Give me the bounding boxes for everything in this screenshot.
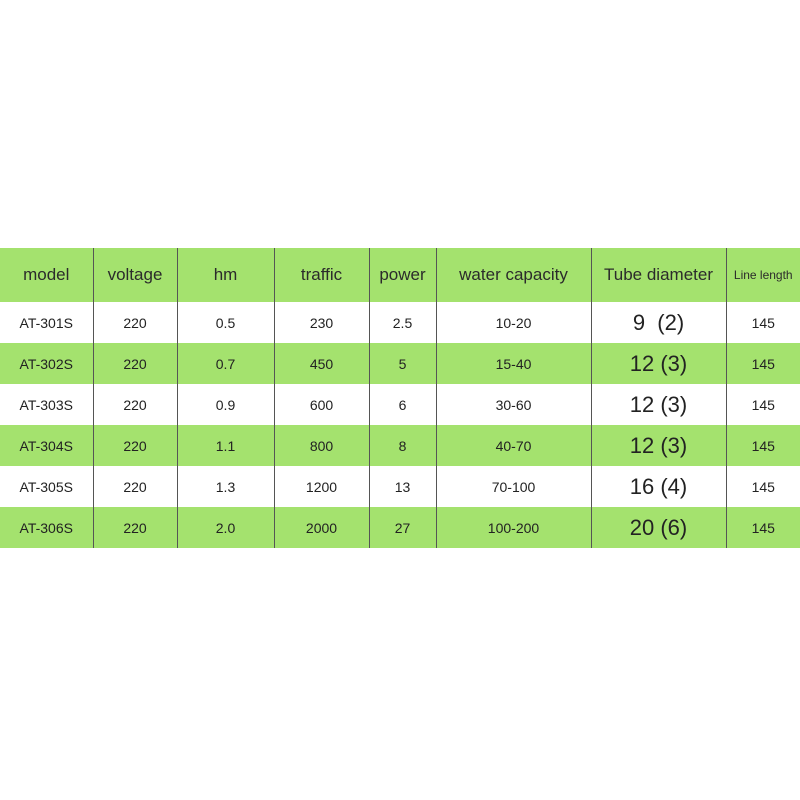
cell-power: 27 <box>368 507 436 548</box>
cell-power: 2.5 <box>368 302 436 343</box>
header-tube-diameter: Tube diameter <box>590 248 726 302</box>
cell-model: AT-304S <box>19 437 73 454</box>
cell-hm: 0.5 <box>176 302 274 343</box>
cell-traffic: 450 <box>273 343 369 384</box>
cell-water-capacity: 15-40 <box>435 343 591 384</box>
cell-model: AT-303S <box>19 396 73 413</box>
cell-water-capacity: 30-60 <box>435 384 591 425</box>
cell-model: AT-306S <box>19 519 73 536</box>
cell-line-length: 145 <box>725 384 800 425</box>
cell-tube-diameter: 12 (3) <box>590 425 726 466</box>
cell-model: AT-302S <box>19 355 73 372</box>
cell-water-capacity: 70-100 <box>435 466 591 507</box>
cell-power: 6 <box>368 384 436 425</box>
cell-voltage: 220 <box>92 343 177 384</box>
header-power: power <box>368 248 436 302</box>
cell-voltage: 220 <box>92 425 177 466</box>
cell-power: 8 <box>368 425 436 466</box>
table-row: AT-303S 220 0.9 600 6 30-60 12 (3) 145 <box>0 384 800 425</box>
table-row: AT-305S 220 1.3 1200 13 70-100 16 (4) 145 <box>0 466 800 507</box>
cell-voltage: 220 <box>92 507 177 548</box>
header-hm: hm <box>176 248 274 302</box>
cell-traffic: 230 <box>273 302 369 343</box>
cell-tube-diameter: 9 (2) <box>590 302 726 343</box>
cell-power: 13 <box>368 466 436 507</box>
table-row: AT-301S 220 0.5 230 2.5 10-20 9 (2) 145 <box>0 302 800 343</box>
cell-model: AT-305S <box>19 478 73 495</box>
cell-hm: 0.7 <box>176 343 274 384</box>
cell-traffic: 2000 <box>273 507 369 548</box>
cell-traffic: 600 <box>273 384 369 425</box>
header-water-capacity: water capacity <box>435 248 591 302</box>
table-row: AT-306S 220 2.0 2000 27 100-200 20 (6) 145 <box>0 507 800 548</box>
cell-line-length: 145 <box>725 425 800 466</box>
cell-model: AT-301S <box>19 314 73 331</box>
cell-traffic: 800 <box>273 425 369 466</box>
cell-line-length: 145 <box>725 507 800 548</box>
cell-hm: 2.0 <box>176 507 274 548</box>
spec-table: model voltage hm traffic power water capacity… <box>0 248 800 548</box>
cell-line-length: 145 <box>725 466 800 507</box>
cell-voltage: 220 <box>92 302 177 343</box>
cell-water-capacity: 40-70 <box>435 425 591 466</box>
cell-tube-diameter: 16 (4) <box>590 466 726 507</box>
header-traffic: traffic <box>273 248 369 302</box>
cell-power: 5 <box>368 343 436 384</box>
cell-voltage: 220 <box>92 384 177 425</box>
cell-line-length: 145 <box>725 343 800 384</box>
cell-traffic: 1200 <box>273 466 369 507</box>
cell-hm: 1.3 <box>176 466 274 507</box>
cell-tube-diameter: 12 (3) <box>590 384 726 425</box>
table-row: AT-304S 220 1.1 800 8 40-70 12 (3) 145 <box>0 425 800 466</box>
cell-voltage: 220 <box>92 466 177 507</box>
cell-hm: 0.9 <box>176 384 274 425</box>
table-row: AT-302S 220 0.7 450 5 15-40 12 (3) 145 <box>0 343 800 384</box>
cell-hm: 1.1 <box>176 425 274 466</box>
cell-water-capacity: 100-200 <box>435 507 591 548</box>
cell-tube-diameter: 20 (6) <box>590 507 726 548</box>
header-voltage: voltage <box>92 248 177 302</box>
cell-water-capacity: 10-20 <box>435 302 591 343</box>
cell-line-length: 145 <box>725 302 800 343</box>
header-row: model voltage hm traffic power water capacity… <box>0 248 800 302</box>
header-line-length: Line length <box>725 248 800 302</box>
header-model: model <box>23 265 70 284</box>
cell-tube-diameter: 12 (3) <box>590 343 726 384</box>
